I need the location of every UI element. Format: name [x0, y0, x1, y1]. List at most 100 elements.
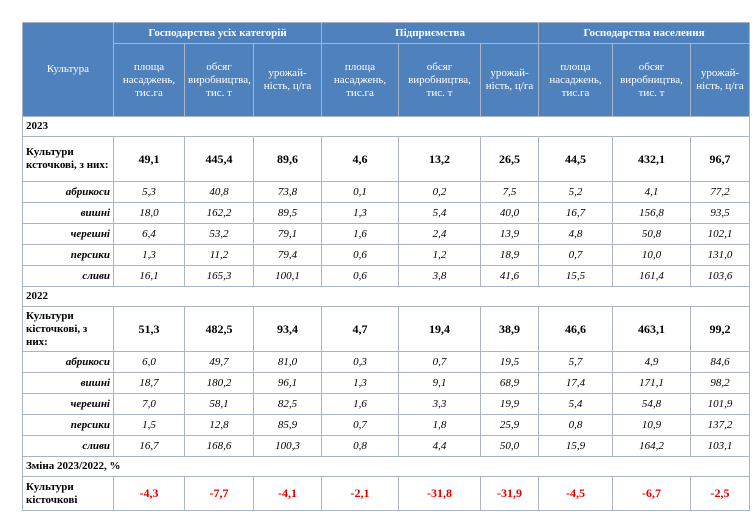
cell: 4,1 — [612, 181, 692, 203]
column-header: урожай-ність, ц/га — [253, 43, 322, 117]
row-label: сливи — [22, 265, 114, 287]
cell: -6,7 — [612, 476, 692, 511]
cell: 100,3 — [253, 435, 322, 457]
cell: 100,1 — [253, 265, 322, 287]
row-label: Культури кісточкові, з них: — [22, 306, 114, 352]
data-row: сливи 16,7 168,6 100,3 0,8 4,4 50,0 15,9 164,2 10… — [22, 435, 751, 457]
cell: 68,9 — [479, 372, 540, 394]
cell: 6,0 — [113, 351, 185, 373]
cell: 1,3 — [321, 372, 399, 394]
data-row: черешні 6,4 53,2 79,1 1,6 2,4 13,9 4,8 50,8 102,1 — [22, 223, 751, 245]
data-row: черешні 7,0 58,1 82,5 1,6 3,3 19,9 5,4 54,8 101,9 — [22, 393, 751, 415]
cell: 16,1 — [113, 265, 185, 287]
cell: 165,3 — [184, 265, 254, 287]
cell: 10,0 — [612, 244, 692, 266]
cell: 41,6 — [479, 265, 540, 287]
cell: 0,8 — [538, 414, 614, 436]
cell: 4,8 — [538, 223, 614, 245]
cell: 89,6 — [253, 136, 322, 182]
cell: 161,4 — [612, 265, 692, 287]
row-label: сливи — [22, 435, 114, 457]
column-header: урожай-ність, ц/га — [479, 43, 540, 117]
column-header: площа насаджень, тис.га — [321, 43, 399, 117]
group-header: Господарства населення — [538, 22, 751, 44]
cell: 49,7 — [184, 351, 254, 373]
cell: 49,1 — [113, 136, 185, 182]
cell: 98,2 — [690, 372, 751, 394]
cell: 156,8 — [612, 202, 692, 224]
section-label: Зміна 2023/2022, % — [21, 456, 751, 477]
cell: 26,5 — [479, 136, 540, 182]
cell: 93,5 — [690, 202, 751, 224]
cell: 463,1 — [612, 306, 692, 352]
cell: 11,2 — [184, 244, 254, 266]
cell: 18,9 — [479, 244, 540, 266]
cell: 40,8 — [184, 181, 254, 203]
cell: 85,9 — [253, 414, 322, 436]
data-table: Культура Господарства усіх категорій Підпр… — [21, 22, 751, 511]
row-label: черешні — [22, 393, 114, 415]
cell: 18,0 — [113, 202, 185, 224]
column-header: обсяг виробництва, тис. т — [398, 43, 481, 117]
cell: 73,8 — [253, 181, 322, 203]
cell: 16,7 — [113, 435, 185, 457]
cell: 6,4 — [113, 223, 185, 245]
first-column-header: Культура — [22, 22, 114, 117]
cell: 96,7 — [690, 136, 751, 182]
cell: 25,9 — [479, 414, 540, 436]
cell: 103,1 — [690, 435, 751, 457]
cell: 89,5 — [253, 202, 322, 224]
cell: 5,7 — [538, 351, 614, 373]
cell: 168,6 — [184, 435, 254, 457]
cell: 1,2 — [398, 244, 481, 266]
data-row: вишні 18,0 162,2 89,5 1,3 5,4 40,0 16,7 156,8 93,… — [22, 202, 751, 224]
cell: 4,7 — [321, 306, 399, 352]
cell: 12,8 — [184, 414, 254, 436]
data-row: Культури ксточкові, з них: 49,1 445,4 89,6 4… — [22, 136, 751, 182]
cell: 162,2 — [184, 202, 254, 224]
cell: 137,2 — [690, 414, 751, 436]
cell: 19,9 — [479, 393, 540, 415]
cell: 50,8 — [612, 223, 692, 245]
cell: 0,3 — [321, 351, 399, 373]
cell: 180,2 — [184, 372, 254, 394]
cell: 77,2 — [690, 181, 751, 203]
row-label: вишні — [22, 202, 114, 224]
cell: 482,5 — [184, 306, 254, 352]
cell: 102,1 — [690, 223, 751, 245]
data-row: Культури кісточкові -4,3 -7,7 -4,1 -2,1 -31,8… — [22, 476, 751, 511]
cell: 0,8 — [321, 435, 399, 457]
cell: 79,4 — [253, 244, 322, 266]
cell: 0,6 — [321, 244, 399, 266]
cell: -4,5 — [538, 476, 614, 511]
section-row: Зміна 2023/2022, % — [21, 456, 751, 477]
cell: 15,9 — [538, 435, 614, 457]
cell: 7,0 — [113, 393, 185, 415]
row-label: Культури ксточкові, з них: — [22, 136, 114, 182]
cell: 0,7 — [538, 244, 614, 266]
cell: 46,6 — [538, 306, 614, 352]
cell: 4,4 — [398, 435, 481, 457]
subheader-row: площа насаджень, тис.га обсяг виробництва… — [23, 43, 751, 117]
cell: 0,6 — [321, 265, 399, 287]
cell: 44,5 — [538, 136, 614, 182]
section-row: 2023 — [21, 116, 751, 137]
cell: 54,8 — [612, 393, 692, 415]
cell: 171,1 — [612, 372, 692, 394]
cell: 1,8 — [398, 414, 481, 436]
group-header: Підприємства — [320, 22, 540, 44]
data-row: вишні 18,7 180,2 96,1 1,3 9,1 68,9 17,4 171,1 98,… — [22, 372, 751, 394]
row-label: вишні — [22, 372, 114, 394]
group-header: Господарства усіх категорій — [113, 22, 322, 44]
cell: 82,5 — [253, 393, 322, 415]
cell: 13,9 — [479, 223, 540, 245]
row-label: Культури кісточкові — [22, 476, 114, 511]
cell: 51,3 — [113, 306, 185, 352]
cell: 38,9 — [479, 306, 540, 352]
cell: 1,6 — [321, 223, 399, 245]
section-label: 2022 — [21, 286, 751, 307]
column-header: урожай-ність, ц/га — [690, 43, 751, 117]
cell: 79,1 — [253, 223, 322, 245]
cell: 1,6 — [321, 393, 399, 415]
